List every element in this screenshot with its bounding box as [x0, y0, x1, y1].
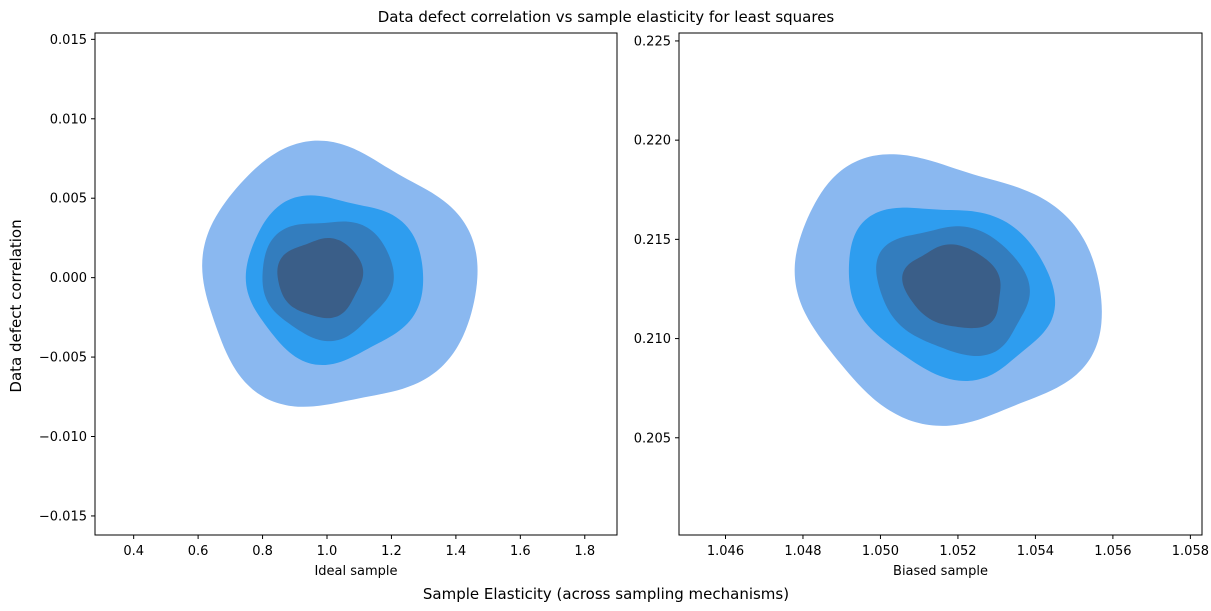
axis-xlabel: Ideal sample [314, 564, 397, 579]
figure-title: Data defect correlation vs sample elasti… [378, 8, 835, 26]
x-tick-label: 1.4 [446, 544, 467, 559]
x-tick-label: 1.0 [317, 544, 338, 559]
y-tick-label: 0.000 [50, 271, 87, 286]
left-panel: 0.4 0.6 0.8 1.0 1.2 1.4 1.6 1.8 −0.015 −0.010 −0.0… [39, 32, 618, 579]
x-tick-label: 0.4 [123, 544, 144, 559]
x-tick-label: 1.046 [707, 544, 744, 559]
y-tick-label: 0.205 [634, 431, 671, 446]
axis-xlabel: Biased sample [893, 564, 988, 579]
x-tick-label: 1.052 [939, 544, 976, 559]
y-tick-label: −0.015 [39, 509, 87, 524]
x-tick-label: 1.8 [574, 544, 595, 559]
density-contour-level-4 [902, 244, 1001, 329]
x-tick-label: 0.8 [252, 544, 273, 559]
axes-frame [94, 32, 618, 536]
y-tick-label: 0.010 [50, 112, 87, 127]
contour-group [794, 154, 1102, 426]
density-contour-level-4 [277, 238, 364, 319]
x-tick-label: 1.056 [1094, 544, 1131, 559]
x-tick-label: 1.6 [510, 544, 531, 559]
right-panel: 1.046 1.048 1.050 1.052 1.054 1.056 1.058 0.205… [634, 32, 1209, 579]
y-tick-label: −0.005 [39, 351, 87, 366]
y-tick-label: 0.225 [634, 34, 671, 49]
figure-ylabel: Data defect correlation [7, 219, 25, 392]
y-tick-label: 0.005 [50, 192, 87, 207]
y-tick-label: 0.210 [634, 332, 671, 347]
x-tick-label: 1.058 [1172, 544, 1209, 559]
y-tick-label: −0.010 [39, 430, 87, 445]
axes-frame [678, 32, 1203, 536]
y-tick-label: 0.015 [50, 33, 87, 48]
x-tick-label: 1.2 [381, 544, 402, 559]
x-tick-label: 1.054 [1017, 544, 1054, 559]
figure-xlabel: Sample Elasticity (across sampling mecha… [423, 585, 789, 603]
contour-group [202, 140, 478, 407]
y-tick-label: 0.220 [634, 134, 671, 149]
x-tick-label: 0.6 [188, 544, 209, 559]
x-tick-label: 1.050 [862, 544, 899, 559]
y-tick-label: 0.215 [634, 233, 671, 248]
x-tick-label: 1.048 [784, 544, 821, 559]
